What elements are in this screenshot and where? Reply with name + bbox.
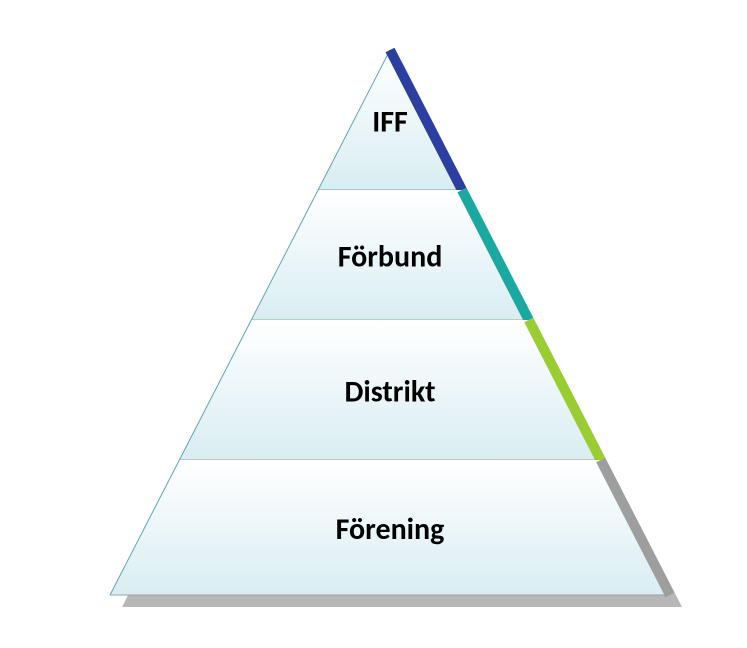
pyramid-level-label: Förening (336, 511, 445, 548)
pyramid-level-label: Distrikt (345, 373, 436, 410)
pyramid-diagram: IFF Förbund Distrikt Förening (0, 0, 747, 648)
pyramid-level-label: IFF (372, 103, 408, 140)
pyramid-level-label: Förbund (338, 238, 443, 275)
